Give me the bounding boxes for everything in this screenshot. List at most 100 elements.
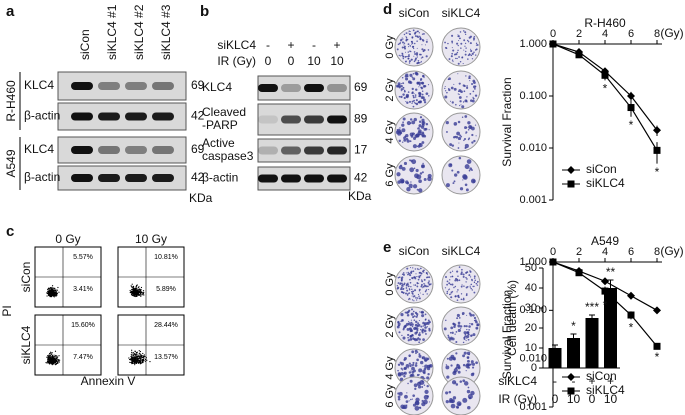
colony bbox=[455, 352, 458, 355]
row-label: 0 Gy bbox=[384, 35, 396, 59]
colony bbox=[409, 167, 415, 173]
colony bbox=[421, 33, 424, 35]
legend-marker bbox=[567, 373, 575, 381]
colony bbox=[445, 365, 450, 370]
colony bbox=[403, 367, 407, 370]
row-label: β-actin bbox=[202, 171, 238, 185]
colony bbox=[406, 327, 410, 331]
colony bbox=[445, 364, 448, 366]
colony bbox=[414, 284, 417, 287]
colony bbox=[414, 96, 417, 98]
colony bbox=[463, 137, 467, 141]
flow-dot bbox=[53, 294, 56, 296]
flow-dot bbox=[133, 294, 136, 296]
flow-dot bbox=[139, 350, 142, 353]
flow-dot bbox=[46, 295, 48, 297]
flow-dot bbox=[129, 358, 132, 360]
colony bbox=[426, 288, 428, 291]
flow-dot bbox=[48, 287, 51, 289]
colony bbox=[397, 84, 401, 88]
colony bbox=[463, 285, 465, 287]
colony bbox=[466, 314, 468, 316]
colony bbox=[468, 75, 471, 78]
flow-dot bbox=[142, 352, 144, 355]
colony bbox=[424, 389, 429, 395]
colony bbox=[401, 76, 404, 79]
colony bbox=[453, 180, 456, 183]
flow-dot bbox=[53, 354, 55, 356]
flow-dot bbox=[136, 295, 138, 297]
colony bbox=[410, 58, 413, 61]
colony bbox=[451, 101, 454, 104]
colony bbox=[471, 278, 473, 281]
band bbox=[304, 146, 324, 155]
colony bbox=[466, 101, 468, 103]
colony bbox=[409, 281, 412, 284]
band bbox=[281, 146, 301, 155]
colony bbox=[446, 292, 449, 295]
colony bbox=[411, 325, 414, 328]
colony bbox=[464, 333, 467, 336]
colony bbox=[458, 317, 461, 319]
flow-dot bbox=[130, 291, 132, 293]
colony bbox=[464, 31, 467, 34]
y-tick-label: 50 bbox=[525, 262, 537, 274]
colony bbox=[405, 272, 407, 274]
colony bbox=[459, 100, 462, 103]
colony bbox=[413, 55, 415, 57]
colony bbox=[461, 116, 464, 118]
colony bbox=[425, 40, 428, 43]
colony bbox=[404, 75, 407, 78]
colony bbox=[401, 54, 403, 57]
colony bbox=[398, 331, 401, 334]
colony bbox=[424, 290, 427, 293]
colony bbox=[413, 284, 415, 286]
colony bbox=[415, 273, 417, 275]
y-tick-label: 0.001 bbox=[519, 194, 547, 206]
colony bbox=[415, 102, 419, 106]
colony bbox=[403, 161, 408, 166]
chart-title: A549 bbox=[591, 234, 619, 248]
colony bbox=[406, 120, 411, 126]
colony bbox=[416, 358, 419, 362]
kda: 69 bbox=[191, 142, 205, 156]
flow-dot bbox=[51, 359, 54, 361]
colony bbox=[410, 181, 412, 183]
colony bbox=[415, 327, 419, 330]
colony bbox=[473, 51, 475, 53]
colony bbox=[454, 279, 457, 282]
colony bbox=[464, 53, 467, 56]
colony bbox=[458, 142, 460, 144]
colony bbox=[417, 323, 421, 327]
colony bbox=[418, 268, 420, 271]
colony bbox=[423, 271, 425, 273]
x-tick-label: 6 bbox=[628, 246, 634, 258]
colony bbox=[402, 55, 405, 57]
x-tick-label: 4 bbox=[602, 28, 608, 40]
colony bbox=[456, 170, 460, 174]
colony bbox=[448, 163, 453, 168]
colony bbox=[415, 299, 418, 301]
colony bbox=[418, 353, 421, 356]
colony bbox=[451, 331, 454, 334]
colony bbox=[421, 314, 425, 318]
colony bbox=[426, 384, 429, 388]
flow-dot bbox=[132, 357, 134, 359]
chart-title: R-H460 bbox=[584, 16, 626, 30]
colony bbox=[409, 267, 412, 269]
flow-dot bbox=[136, 292, 138, 294]
flow-dot bbox=[47, 355, 49, 357]
colony bbox=[410, 370, 412, 372]
colony bbox=[474, 87, 476, 90]
flow-dot bbox=[56, 361, 58, 363]
band bbox=[258, 174, 278, 183]
colony bbox=[465, 293, 468, 295]
colony bbox=[397, 180, 401, 184]
colony bbox=[414, 57, 417, 60]
colony bbox=[414, 323, 418, 327]
colony bbox=[462, 179, 464, 181]
marker bbox=[575, 269, 583, 277]
colony bbox=[406, 101, 409, 104]
colony bbox=[421, 328, 425, 332]
flow-dot bbox=[50, 289, 52, 292]
